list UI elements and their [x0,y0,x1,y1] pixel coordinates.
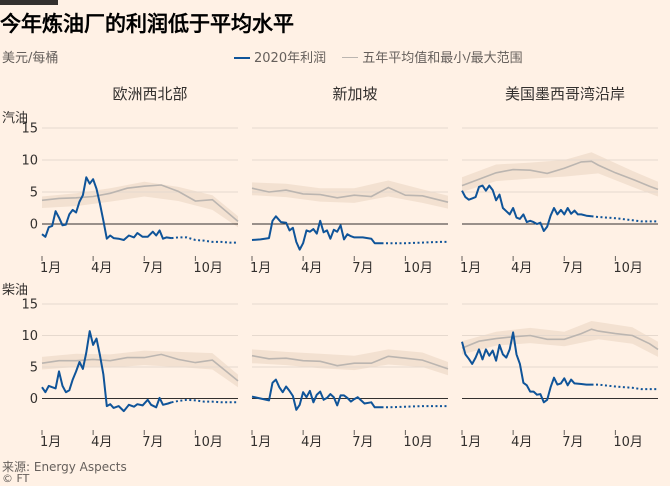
min-max-range-band [462,152,658,197]
x-tick-label: 7月 [562,435,583,450]
forecast-2020-dotted [171,236,238,244]
x-tick-label: 1月 [250,435,271,450]
unit-label: 美元/每桶 [2,51,59,66]
x-tick-label: 10月 [193,435,223,450]
average-line [41,353,239,382]
forecast-2020-dotted [591,383,658,391]
source-note: 来源: Energy Aspects [2,460,127,474]
panel: 1月 4月 7月 10月 [250,303,449,450]
x-tick-label: 4月 [301,261,322,276]
legend-label-average: 五年平均值和最小/最大范围 [362,51,523,66]
legend-item-2020: 2020年利润 [234,47,326,66]
x-tick-label: 7月 [352,435,373,450]
min-max-range-band [252,180,448,209]
x-tick-label: 7月 [352,261,373,276]
brand-bar [0,0,58,5]
panel: 1月 4月 7月 10月 [460,303,659,450]
forecast-2020-dotted [381,240,448,245]
average-line [41,184,239,223]
copyright: © FT [2,472,30,485]
legend-swatch-average [342,57,359,58]
average-line [251,354,449,370]
x-tick-label: 1月 [460,261,481,276]
x-tick-label: 10月 [613,435,643,450]
panel: 1月 4月 7月 10月 [250,127,449,276]
column-header: 新加坡 [332,85,377,103]
average-line [251,186,449,203]
y-tick-label: 0 [30,392,38,407]
x-tick-label: 1月 [250,261,271,276]
x-tick-label: 4月 [511,261,532,276]
line-2020 [461,331,592,404]
x-tick-label: 1月 [40,261,61,276]
row-label: 汽油 [2,111,28,126]
panel: 1月 4月 7月 10月 [460,127,659,276]
x-tick-label: 4月 [511,435,532,450]
legend-label-2020: 2020年利润 [254,51,327,66]
y-tick-label: 10 [21,154,38,169]
line-2020 [41,330,172,413]
line-2020 [41,176,172,241]
x-tick-label: 10月 [403,261,433,276]
panel: 1月 4月 7月 10月 [40,303,239,450]
forecast-2020-dotted [591,215,658,223]
average-line [461,328,659,351]
row-label: 柴油 [2,283,28,298]
line-2020 [251,215,382,251]
forecast-2020-dotted [381,405,448,409]
x-tick-label: 4月 [91,261,112,276]
legend: 2020年利润 五年平均值和最小/最大范围 [234,47,535,66]
x-tick-label: 7月 [142,261,163,276]
column-header: 美国墨西哥湾沿岸 [505,85,625,103]
legend-swatch-2020 [234,56,250,59]
x-tick-label: 4月 [301,435,322,450]
x-tick-label: 4月 [91,435,112,450]
x-tick-label: 7月 [142,435,163,450]
x-tick-label: 1月 [40,435,61,450]
average-line [461,160,659,191]
y-tick-label: 0 [30,218,38,233]
min-max-range-band [42,181,238,228]
legend-item-average: 五年平均值和最小/最大范围 [342,47,523,66]
x-tick-label: 1月 [460,435,481,450]
forecast-2020-dotted [171,398,238,404]
x-tick-label: 10月 [193,261,223,276]
y-tick-label: 15 [21,122,38,137]
y-tick-label: 10 [21,329,38,344]
column-header: 欧洲西北部 [112,85,187,103]
x-tick-label: 10月 [613,261,643,276]
y-tick-label: 5 [30,186,38,201]
min-max-range-band [252,349,448,376]
panel: 1月 4月 7月 10月 [40,127,239,276]
y-tick-label: 5 [30,361,38,376]
y-tick-label: 15 [21,298,38,313]
x-tick-label: 10月 [403,435,433,450]
line-2020 [251,378,382,411]
line-2020 [461,184,592,232]
x-tick-label: 7月 [562,261,583,276]
chart-title: 今年炼油厂的利润低于平均水平 [0,12,294,36]
